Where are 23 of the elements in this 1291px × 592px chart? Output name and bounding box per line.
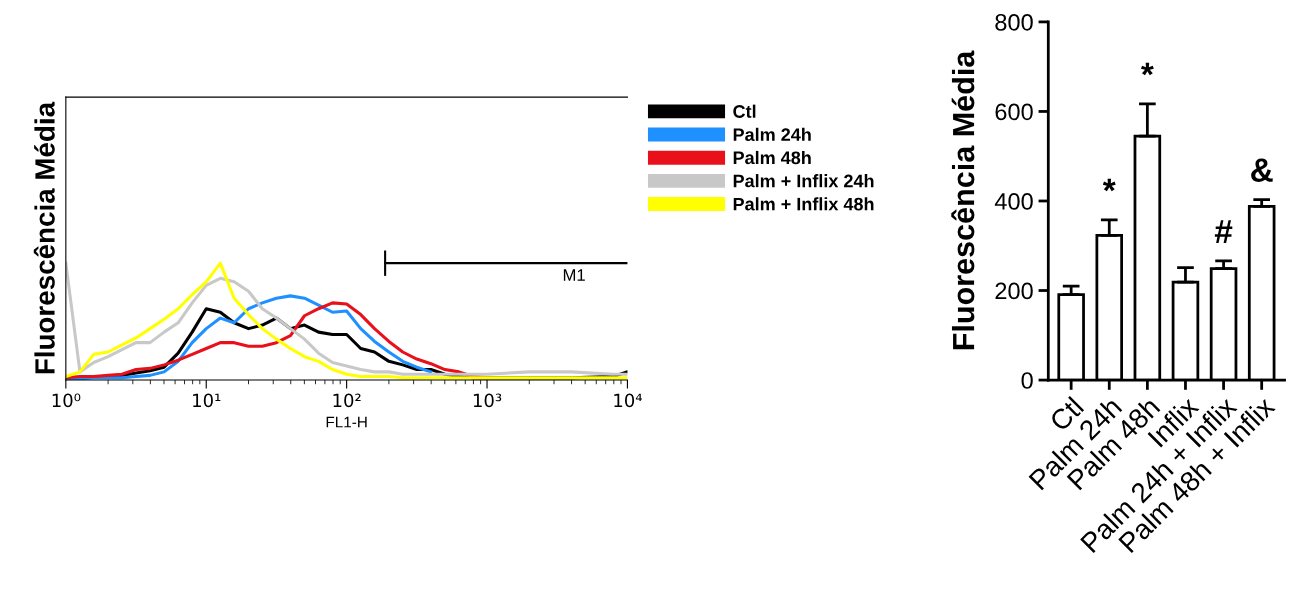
y-tick-label: 200	[995, 282, 1033, 300]
x-axis-title: FL1-H	[326, 416, 367, 428]
x-tick-label: 10⁰	[52, 393, 81, 408]
y-tick-label: 400	[994, 193, 1033, 210]
annotation: &	[1251, 158, 1273, 182]
x-tick-label: 10⁴	[614, 393, 642, 408]
legend-label: Palm + Inflix 24h	[733, 174, 874, 188]
y-tick-label: 600	[995, 103, 1033, 121]
y-tick-label: 800	[995, 13, 1033, 31]
annotation: #	[1214, 220, 1233, 243]
annotation: *	[1140, 62, 1154, 76]
annotation: M1	[563, 269, 585, 281]
legend-label: Palm 48h	[733, 150, 811, 165]
y-axis-title: Fluorescência Média	[951, 50, 975, 350]
x-tick-label: 10¹	[193, 393, 221, 408]
legend-label: Ctl	[733, 104, 756, 118]
legend-label: Palm 24h	[733, 127, 811, 142]
annotation: *	[1102, 178, 1116, 192]
x-tick-label: 10³	[473, 393, 502, 408]
y-tick-label: 0	[1021, 372, 1033, 389]
legend-label: Palm + Inflix 48h	[733, 197, 874, 211]
x-tick-label: 10²	[333, 393, 361, 408]
y-axis-title: Fluorescência Média	[33, 101, 55, 374]
